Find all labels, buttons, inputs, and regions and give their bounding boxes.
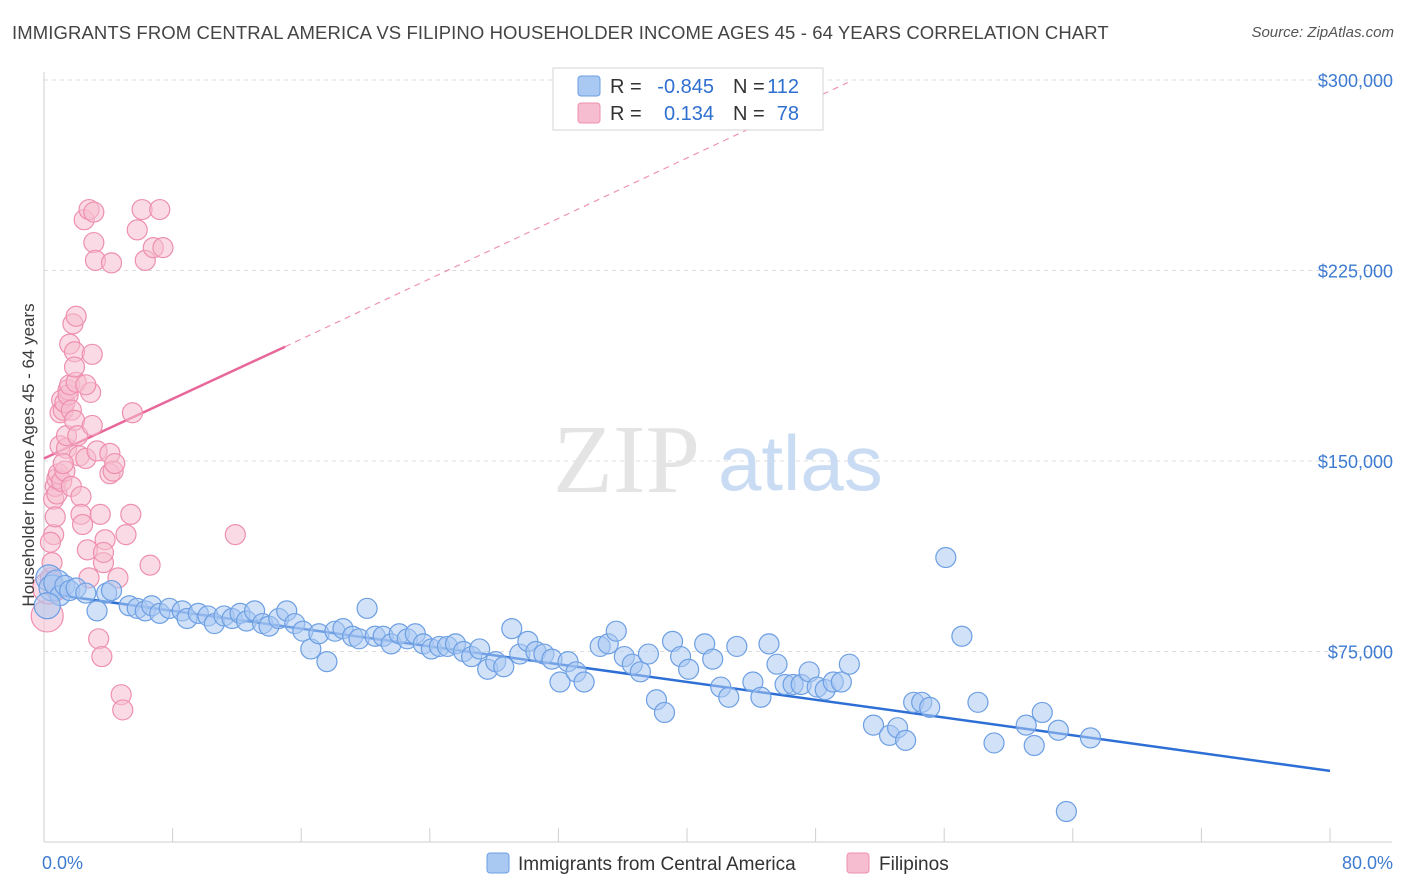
data-point xyxy=(63,356,86,378)
data-point xyxy=(1015,714,1037,736)
stats-legend: R = -0.845 N = 112 R = 0.134 N = 78 xyxy=(552,67,824,131)
axes xyxy=(43,72,1392,843)
legend-n-label-pink: N = xyxy=(733,103,765,125)
data-point xyxy=(1055,800,1077,823)
y-tick-label: $150,000 xyxy=(1318,452,1393,472)
data-point xyxy=(81,343,103,365)
y-tick-label: $225,000 xyxy=(1318,262,1393,282)
y-tick-labels: $75,000 $150,000 $225,000 $300,000 xyxy=(1318,71,1393,663)
data-point xyxy=(75,374,97,396)
watermark-atlas: atlas xyxy=(718,419,883,507)
legend-r-label-pink: R = xyxy=(610,103,642,125)
legend-n-label-blue: N = xyxy=(733,76,765,98)
data-point xyxy=(1079,727,1102,749)
data-point xyxy=(139,554,161,576)
legend-n-value-blue: 112 xyxy=(767,76,799,98)
data-point xyxy=(766,653,788,675)
data-point xyxy=(983,732,1005,754)
legend-n-value-pink: 78 xyxy=(777,103,799,125)
data-point xyxy=(549,671,571,693)
data-point xyxy=(895,729,917,752)
data-point xyxy=(92,541,115,564)
data-point xyxy=(356,597,378,619)
legend-swatch-blue xyxy=(577,75,601,97)
data-point xyxy=(702,648,724,670)
data-point xyxy=(637,643,660,665)
data-point xyxy=(91,645,113,668)
data-point xyxy=(469,638,491,660)
data-point xyxy=(115,524,137,546)
data-point xyxy=(152,237,174,259)
x-tick-label-min: 0.0% xyxy=(42,853,83,873)
bottom-legend-swatch-blue xyxy=(486,852,510,874)
data-point xyxy=(100,579,123,602)
data-point xyxy=(316,651,338,673)
y-tick-label: $300,000 xyxy=(1318,71,1393,91)
data-point xyxy=(121,402,144,424)
filipinos-points xyxy=(30,198,246,721)
watermark: ZIP atlas xyxy=(553,406,883,514)
data-point xyxy=(758,633,780,655)
data-point xyxy=(919,696,941,718)
x-tick-label-max: 80.0% xyxy=(1342,853,1393,873)
legend-swatch-pink xyxy=(577,102,601,124)
data-point xyxy=(1031,701,1053,724)
data-point xyxy=(224,524,246,546)
data-point xyxy=(126,219,148,241)
data-point xyxy=(750,686,772,708)
chart-title: IMMIGRANTS FROM CENTRAL AMERICA VS FILIP… xyxy=(12,22,1109,43)
legend-r-value-blue: -0.845 xyxy=(657,76,714,98)
data-point xyxy=(718,686,740,708)
data-point xyxy=(39,531,62,553)
data-point xyxy=(951,625,973,647)
data-point xyxy=(653,701,676,724)
data-point xyxy=(88,628,110,650)
x-ticks xyxy=(43,828,1331,842)
data-point xyxy=(81,414,103,437)
data-point xyxy=(86,600,108,622)
data-point xyxy=(1047,719,1069,741)
data-point xyxy=(967,691,989,713)
source-credit: Source: ZipAtlas.com xyxy=(1251,24,1394,41)
legend-r-value-pink: 0.134 xyxy=(664,103,714,125)
data-point xyxy=(935,546,957,569)
data-point xyxy=(838,653,860,675)
data-point xyxy=(629,661,651,683)
data-point xyxy=(70,485,92,508)
data-point xyxy=(501,618,523,640)
data-point xyxy=(1023,734,1045,757)
y-axis-label: Householder Income Ages 45 - 64 years xyxy=(19,303,38,606)
data-point xyxy=(33,592,61,620)
series-legend: Immigrants from Central America Filipino… xyxy=(486,852,949,875)
data-point xyxy=(83,231,105,254)
data-point xyxy=(830,671,852,693)
data-point xyxy=(149,198,171,221)
data-point xyxy=(44,506,66,528)
y-tick-label: $75,000 xyxy=(1328,643,1393,663)
data-point xyxy=(100,252,123,274)
bottom-legend-label-blue: Immigrants from Central America xyxy=(518,854,796,875)
watermark-zip: ZIP xyxy=(553,406,700,514)
data-point xyxy=(678,658,700,680)
central-america-points xyxy=(33,546,1102,823)
data-point xyxy=(573,671,595,693)
data-point xyxy=(75,582,97,604)
bottom-legend-swatch-pink xyxy=(846,852,870,874)
data-point xyxy=(52,452,74,475)
data-point xyxy=(71,513,94,536)
data-point xyxy=(726,635,748,658)
data-point xyxy=(605,620,627,642)
data-point xyxy=(65,305,87,327)
data-point xyxy=(112,699,134,721)
legend-r-label-blue: R = xyxy=(610,76,642,98)
bottom-legend-label-pink: Filipinos xyxy=(879,854,949,875)
data-point xyxy=(862,714,885,736)
data-point xyxy=(83,201,105,223)
data-point xyxy=(131,198,153,221)
data-point xyxy=(104,452,126,475)
data-point xyxy=(89,503,111,525)
data-point xyxy=(493,656,515,678)
data-point xyxy=(120,503,142,525)
